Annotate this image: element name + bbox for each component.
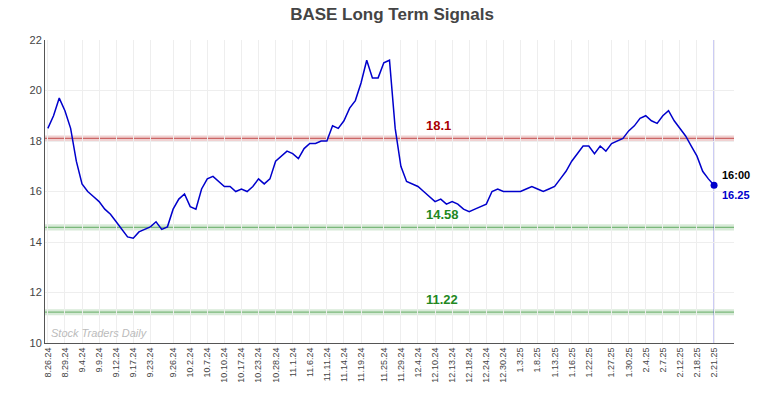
svg-text:12.4.24: 12.4.24 <box>413 348 423 378</box>
svg-text:10.17.24: 10.17.24 <box>236 348 246 383</box>
svg-text:10.23.24: 10.23.24 <box>253 348 263 383</box>
svg-text:9.17.24: 9.17.24 <box>128 348 138 378</box>
svg-text:20: 20 <box>30 84 42 96</box>
svg-text:BASE Long Term Signals: BASE Long Term Signals <box>290 5 494 24</box>
svg-text:9.26.24: 9.26.24 <box>168 348 178 378</box>
svg-text:10.28.24: 10.28.24 <box>271 348 281 383</box>
svg-text:2.7.25: 2.7.25 <box>658 348 668 373</box>
svg-text:12.13.24: 12.13.24 <box>447 348 457 383</box>
svg-text:14: 14 <box>30 236 42 248</box>
svg-text:11.1.24: 11.1.24 <box>288 348 298 377</box>
svg-text:22: 22 <box>30 34 42 46</box>
svg-text:8.29.24: 8.29.24 <box>60 348 70 378</box>
svg-text:16:00: 16:00 <box>722 169 750 181</box>
svg-text:11.6.24: 11.6.24 <box>305 348 315 377</box>
svg-text:10.10.24: 10.10.24 <box>219 348 229 383</box>
svg-text:10.2.24: 10.2.24 <box>185 348 195 378</box>
svg-text:11.25.24: 11.25.24 <box>379 348 389 382</box>
svg-text:18: 18 <box>30 135 42 147</box>
svg-text:1.13.25: 1.13.25 <box>550 348 560 378</box>
svg-text:8.26.24: 8.26.24 <box>43 348 53 378</box>
svg-text:2.18.25: 2.18.25 <box>692 348 702 378</box>
svg-text:1.27.25: 1.27.25 <box>606 348 616 378</box>
svg-text:12.10.24: 12.10.24 <box>430 348 440 383</box>
svg-text:12.24.24: 12.24.24 <box>481 348 491 383</box>
svg-text:11.29.24: 11.29.24 <box>396 348 406 382</box>
svg-text:16: 16 <box>30 185 42 197</box>
svg-text:10: 10 <box>30 337 42 349</box>
svg-text:1.16.25: 1.16.25 <box>567 348 577 378</box>
svg-text:1.3.25: 1.3.25 <box>515 348 525 373</box>
svg-text:11.14.24: 11.14.24 <box>339 348 349 382</box>
svg-text:1.22.25: 1.22.25 <box>584 348 594 378</box>
svg-text:11.22: 11.22 <box>426 292 458 307</box>
svg-text:12.18.24: 12.18.24 <box>464 348 474 383</box>
svg-text:9.23.24: 9.23.24 <box>145 348 155 378</box>
svg-text:9.4.24: 9.4.24 <box>77 348 87 373</box>
svg-text:1.30.25: 1.30.25 <box>624 348 634 378</box>
svg-text:11.19.24: 11.19.24 <box>356 348 366 382</box>
svg-text:9.9.24: 9.9.24 <box>94 348 104 373</box>
svg-text:1.8.25: 1.8.25 <box>532 348 542 373</box>
svg-text:18.1: 18.1 <box>426 118 451 133</box>
svg-text:12: 12 <box>30 286 42 298</box>
svg-text:10.7.24: 10.7.24 <box>202 348 212 378</box>
svg-text:2.21.25: 2.21.25 <box>709 348 719 378</box>
svg-text:16.25: 16.25 <box>722 189 750 201</box>
svg-text:9.12.24: 9.12.24 <box>111 348 121 378</box>
svg-text:14.58: 14.58 <box>426 207 459 222</box>
svg-text:12.30.24: 12.30.24 <box>498 348 508 383</box>
svg-text:Stock Traders Daily: Stock Traders Daily <box>51 327 148 339</box>
svg-text:2.12.25: 2.12.25 <box>675 348 685 378</box>
svg-text:2.4.25: 2.4.25 <box>641 348 651 373</box>
svg-text:11.11.24: 11.11.24 <box>322 348 332 382</box>
